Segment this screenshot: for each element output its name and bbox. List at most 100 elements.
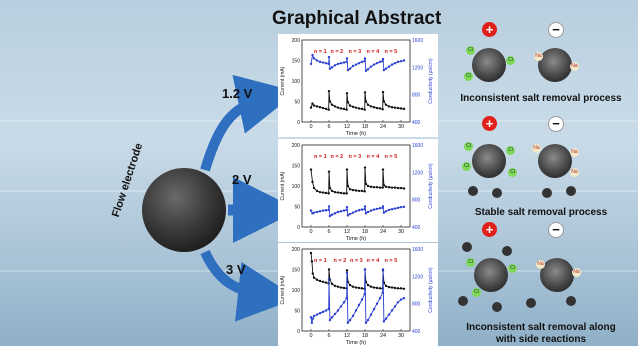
conductivity-data-point: [363, 57, 367, 60]
y-right-tick-label: 1600: [412, 143, 423, 149]
conductivity-data-point: [327, 205, 331, 208]
current-data-point: [330, 189, 334, 193]
cycle-label: n = 4: [367, 154, 381, 160]
caption-3-line-1: Inconsistent salt removal along: [466, 322, 616, 333]
conductivity-data-point: [402, 205, 406, 209]
negative-electrode-particle: [538, 144, 572, 178]
conductivity-data-point: [351, 314, 355, 318]
x-tick-label: 0: [309, 229, 312, 235]
current-data-point: [375, 286, 379, 290]
x-tick-label: 12: [344, 333, 350, 339]
current-data-point: [381, 186, 384, 189]
x-tick-label: 12: [344, 229, 350, 235]
conductivity-data-point: [327, 278, 331, 281]
current-data-point: [375, 186, 379, 189]
conductivity-data-point: [387, 208, 391, 212]
side-particle: [526, 298, 536, 308]
conductivity-data-point: [382, 68, 386, 72]
conductivity-data-point: [311, 317, 314, 320]
current-data-point: [384, 103, 388, 106]
x-tick-label: 30: [398, 124, 404, 130]
conductivity-data-point: [393, 62, 397, 65]
y-left-axis-label: Current (mA): [280, 275, 286, 304]
chloride-ion: Cl: [462, 162, 471, 171]
current-conductivity-chart-2v: 0 6 12 18 24 30 0 50 100 150 200 400 800 1200 1600 Time…: [280, 143, 434, 242]
conductivity-data-point: [345, 57, 349, 60]
current-data-point: [312, 104, 316, 107]
side-particle: [458, 296, 468, 306]
conductivity-data-point: [354, 309, 358, 312]
current-data-point: [381, 108, 384, 111]
conductivity-data-point: [336, 62, 340, 66]
current-data-point: [327, 108, 330, 111]
current-data-point: [382, 183, 386, 187]
plot-frame: [301, 144, 411, 228]
current-data-point: [363, 108, 366, 111]
current-data-point: [321, 280, 325, 283]
conductivity-data-point: [342, 61, 346, 64]
conductivity-data-point: [384, 210, 388, 213]
conductivity-data-point: [324, 309, 328, 312]
current-data-point: [381, 168, 385, 171]
page-title: Graphical Abstract: [272, 8, 442, 29]
conductivity-data-point: [324, 209, 328, 212]
conductivity-data-point: [328, 318, 332, 322]
conductivity-data-point: [345, 297, 348, 300]
current-data-point: [333, 190, 337, 194]
x-tick-label: 24: [380, 124, 386, 130]
y-left-tick-label: 200: [292, 143, 301, 149]
current-data-point: [318, 279, 322, 283]
voltage-label-3: 3 V: [226, 262, 246, 277]
conductivity-data-point: [351, 211, 355, 214]
conductivity-data-point: [402, 297, 406, 300]
conductivity-data-point: [369, 65, 373, 68]
conductivity-data-point: [363, 292, 366, 296]
voltage-label-1: 1.2 V: [222, 86, 253, 101]
cycle-label: n = 4: [367, 49, 381, 55]
side-particle: [566, 296, 576, 306]
conductivity-data-point: [346, 321, 350, 324]
positive-electrode-particle: [472, 144, 506, 178]
side-particle: [492, 302, 502, 312]
conductivity-data-point: [339, 62, 343, 65]
flow-electrode-particle: [142, 168, 226, 252]
conductivity-data-point: [363, 208, 366, 211]
chloride-ion: Cl: [466, 46, 475, 55]
current-data-point: [390, 286, 394, 289]
current-data-point: [399, 107, 403, 110]
current-data-point: [396, 287, 400, 290]
x-tick-label: 6: [327, 333, 330, 339]
current-data-point: [378, 186, 382, 189]
conductivity-data-point: [327, 62, 330, 66]
current-data-point: [372, 186, 376, 189]
x-tick-label: 30: [398, 333, 404, 339]
current-data-point: [345, 192, 348, 195]
current-data-point: [336, 191, 340, 194]
x-tick-label: 24: [380, 333, 386, 339]
conductivity-data-point: [366, 318, 370, 322]
conductivity-data-point: [360, 208, 364, 211]
conductivity-data-point: [336, 210, 340, 214]
conductivity-data-point: [375, 62, 379, 65]
arrow-1-2v: [200, 74, 298, 172]
sodium-ion: Na: [570, 62, 579, 71]
y-left-axis-label: Current (mA): [280, 66, 286, 95]
y-left-tick-label: 0: [297, 329, 300, 335]
conductivity-data-point: [387, 65, 391, 68]
conductivity-data-point: [363, 59, 366, 63]
y-left-tick-label: 150: [292, 164, 301, 170]
conductivity-data-point: [381, 57, 385, 61]
conductivity-data-point: [363, 268, 367, 271]
x-tick-label: 0: [309, 124, 312, 130]
side-particle: [542, 188, 552, 198]
conductivity-data-point: [399, 59, 403, 63]
current-data-point: [381, 90, 385, 94]
y-right-tick-label: 400: [412, 120, 421, 126]
current-data-point: [378, 107, 382, 110]
current-data-point: [354, 286, 358, 289]
current-data-point: [330, 103, 334, 106]
current-data-point: [402, 287, 406, 290]
conductivity-data-point: [327, 208, 330, 212]
current-data-point: [369, 105, 373, 108]
